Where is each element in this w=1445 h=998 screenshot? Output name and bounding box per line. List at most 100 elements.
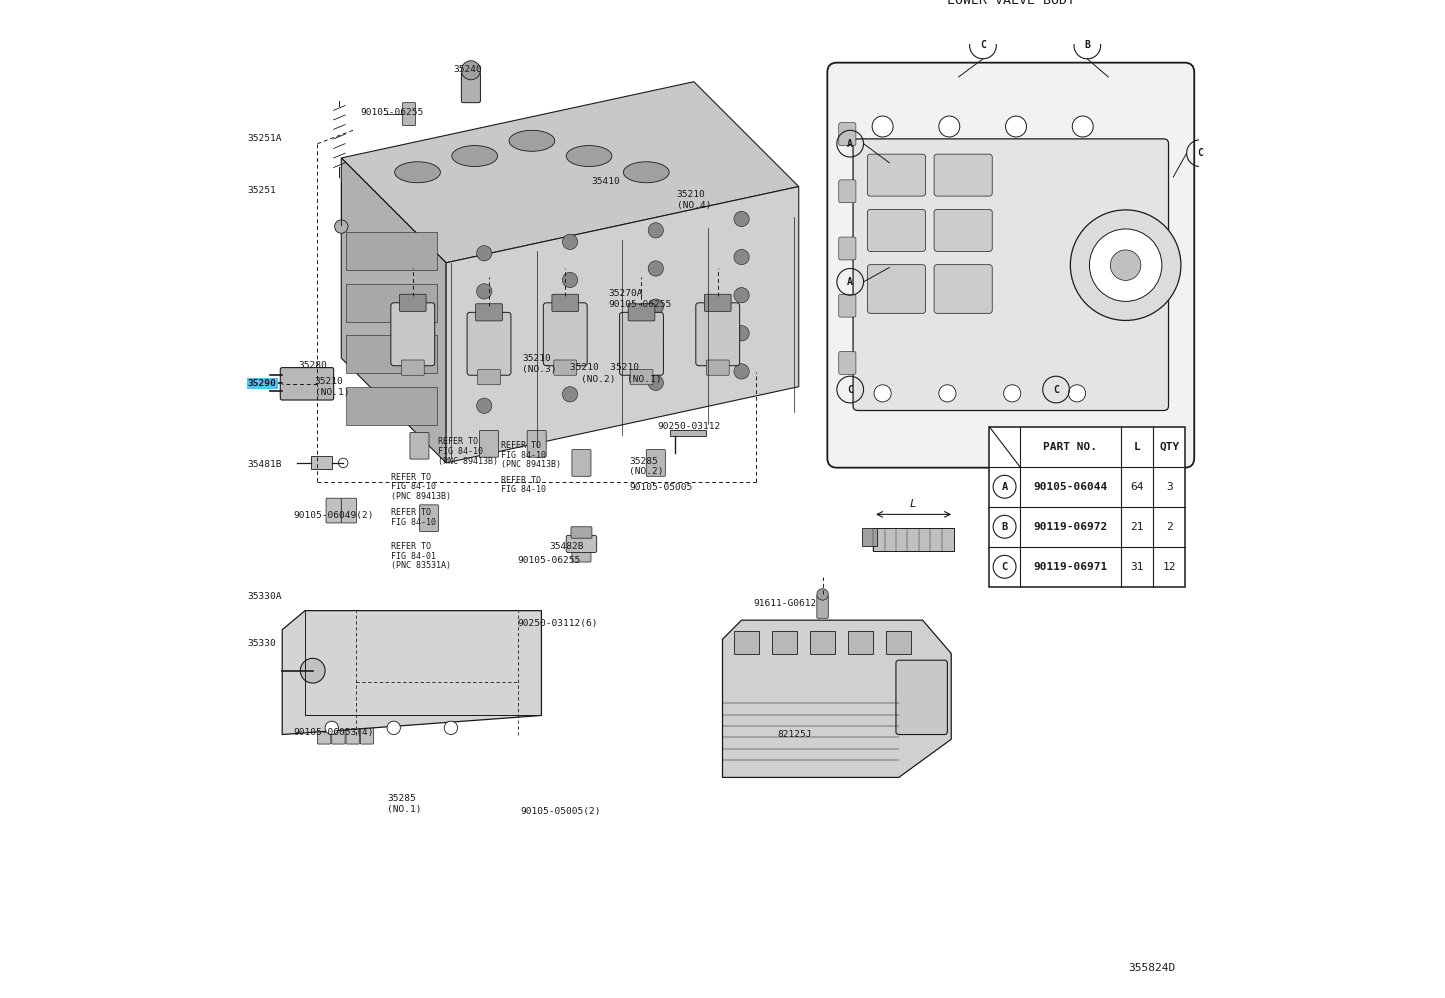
FancyBboxPatch shape [341, 498, 357, 523]
Ellipse shape [452, 146, 497, 167]
Text: (NO.2)  (NO.1): (NO.2) (NO.1) [581, 374, 662, 383]
Text: (PNC 89413B): (PNC 89413B) [438, 456, 499, 465]
FancyBboxPatch shape [816, 596, 828, 619]
Bar [861, 528, 877, 546]
Circle shape [562, 272, 578, 287]
FancyBboxPatch shape [707, 360, 730, 375]
Circle shape [477, 322, 491, 337]
FancyBboxPatch shape [399, 294, 426, 311]
Text: 35330: 35330 [249, 640, 276, 649]
Text: 35330A: 35330A [249, 592, 282, 601]
Text: 35251A: 35251A [249, 135, 282, 144]
Text: 21: 21 [1130, 522, 1144, 532]
Text: 2: 2 [1166, 522, 1173, 532]
Circle shape [325, 722, 338, 735]
FancyBboxPatch shape [838, 180, 855, 203]
Text: 90105-06255: 90105-06255 [360, 108, 423, 117]
Text: FIG 84-10: FIG 84-10 [501, 485, 546, 494]
FancyBboxPatch shape [566, 535, 597, 553]
FancyBboxPatch shape [571, 527, 592, 538]
Circle shape [734, 287, 749, 302]
Bar [772, 631, 796, 654]
FancyBboxPatch shape [527, 430, 546, 457]
Circle shape [939, 116, 959, 137]
Circle shape [335, 220, 348, 234]
Text: C: C [1196, 148, 1202, 159]
Text: FIG 84-10: FIG 84-10 [390, 482, 436, 491]
Text: 35280: 35280 [299, 361, 327, 370]
Text: 35270A: 35270A [608, 288, 643, 297]
Text: 90105-06044: 90105-06044 [1033, 482, 1107, 492]
FancyBboxPatch shape [345, 722, 360, 745]
Text: A: A [847, 139, 853, 149]
Bar [734, 631, 759, 654]
FancyBboxPatch shape [867, 264, 925, 313]
Text: 35290: 35290 [249, 379, 276, 388]
Text: (NO.2): (NO.2) [629, 467, 663, 476]
Circle shape [477, 283, 491, 299]
Circle shape [562, 386, 578, 402]
Text: 82125J: 82125J [777, 730, 812, 740]
Circle shape [1071, 210, 1181, 320]
Circle shape [939, 385, 957, 402]
Text: A: A [1001, 482, 1007, 492]
Circle shape [734, 212, 749, 227]
Text: 355824D: 355824D [1129, 963, 1175, 973]
FancyBboxPatch shape [933, 210, 993, 251]
Text: 35251: 35251 [249, 186, 276, 195]
FancyBboxPatch shape [838, 294, 855, 317]
FancyBboxPatch shape [318, 722, 331, 745]
Circle shape [873, 116, 893, 137]
Circle shape [734, 364, 749, 379]
Circle shape [734, 325, 749, 341]
Polygon shape [341, 158, 447, 463]
Circle shape [1072, 116, 1094, 137]
Text: C: C [847, 384, 853, 394]
Text: 31: 31 [1130, 562, 1144, 572]
Ellipse shape [509, 131, 555, 152]
Bar [990, 427, 1185, 587]
Circle shape [301, 659, 325, 683]
Text: 35285: 35285 [387, 793, 416, 802]
Text: 35410: 35410 [591, 178, 620, 187]
Bar [886, 631, 912, 654]
Text: 90105-06053(4): 90105-06053(4) [293, 729, 374, 738]
FancyBboxPatch shape [704, 294, 731, 311]
FancyBboxPatch shape [478, 369, 500, 385]
FancyBboxPatch shape [390, 302, 435, 365]
Bar [345, 233, 436, 270]
Circle shape [1004, 385, 1020, 402]
FancyBboxPatch shape [572, 449, 591, 476]
Text: 35482B: 35482B [549, 542, 584, 551]
FancyBboxPatch shape [480, 430, 499, 457]
Text: 35210: 35210 [315, 377, 344, 386]
Text: LOWER VALVE BODY: LOWER VALVE BODY [946, 0, 1075, 7]
Text: B: B [1001, 522, 1007, 532]
Text: 90105-05005: 90105-05005 [629, 483, 692, 492]
Text: FIG 84-10: FIG 84-10 [501, 451, 546, 460]
Text: (NO.4): (NO.4) [676, 202, 711, 211]
Text: A: A [847, 276, 853, 286]
Circle shape [816, 589, 828, 600]
FancyBboxPatch shape [402, 103, 416, 126]
Text: 90119-06972: 90119-06972 [1033, 522, 1107, 532]
Text: B: B [1084, 41, 1091, 51]
Circle shape [477, 246, 491, 260]
FancyBboxPatch shape [553, 360, 577, 375]
Text: (NO.1): (NO.1) [387, 805, 422, 814]
FancyBboxPatch shape [629, 303, 655, 321]
Circle shape [387, 722, 400, 735]
Text: 35210: 35210 [522, 353, 551, 362]
Text: (NO.1): (NO.1) [315, 388, 350, 397]
FancyBboxPatch shape [332, 722, 345, 745]
Polygon shape [447, 187, 799, 463]
Text: L: L [910, 499, 916, 509]
Text: (NO.3): (NO.3) [522, 365, 556, 374]
Text: REFER TO: REFER TO [390, 473, 431, 482]
Circle shape [1090, 229, 1162, 301]
FancyBboxPatch shape [410, 432, 429, 459]
Circle shape [477, 360, 491, 375]
Circle shape [649, 337, 663, 352]
Circle shape [1068, 385, 1085, 402]
FancyBboxPatch shape [696, 302, 740, 365]
